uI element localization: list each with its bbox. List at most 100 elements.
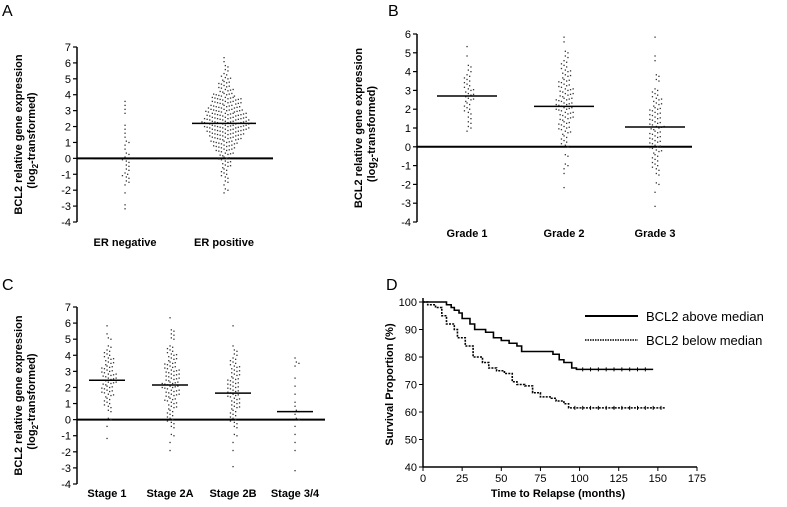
data-point [235, 135, 237, 137]
data-point [224, 68, 226, 71]
data-point [173, 427, 175, 429]
data-point [242, 117, 245, 119]
data-point [110, 410, 112, 413]
data-point [467, 88, 469, 90]
data-point [466, 130, 468, 132]
y-tick-label: -4 [61, 217, 71, 229]
data-point [560, 63, 563, 65]
data-point [111, 370, 113, 372]
data-point [466, 83, 468, 85]
data-point [240, 137, 242, 140]
data-point [220, 159, 223, 161]
panel-letter: D [386, 277, 398, 294]
data-point [659, 136, 661, 138]
y-tick-label: 5 [65, 74, 71, 86]
data-point [173, 406, 175, 409]
data-point [106, 385, 108, 387]
data-point [463, 86, 466, 88]
data-point [220, 107, 223, 109]
data-point [567, 165, 569, 167]
data-point [106, 401, 108, 403]
data-point [224, 176, 226, 178]
data-point [224, 88, 226, 91]
data-point [231, 144, 233, 146]
data-point [222, 155, 224, 157]
data-point [466, 107, 468, 109]
data-point [175, 354, 178, 356]
data-point [571, 107, 573, 109]
data-point [110, 358, 112, 360]
data-point [172, 382, 174, 385]
data-point [563, 139, 565, 142]
x-tick-label: 0 [420, 473, 426, 485]
data-point [223, 144, 225, 146]
data-point [227, 161, 229, 164]
data-point [166, 347, 169, 350]
data-point [232, 128, 234, 130]
data-point [216, 98, 219, 100]
data-point [236, 406, 238, 409]
y-tick-label: 5 [65, 334, 71, 346]
category-label: Grade 2 [544, 228, 585, 240]
data-point [107, 417, 109, 419]
data-point [232, 393, 234, 395]
data-point [294, 433, 296, 436]
data-point [240, 129, 242, 132]
data-point [232, 417, 234, 419]
data-point [566, 141, 568, 143]
data-point [209, 135, 211, 137]
data-point [170, 405, 172, 407]
data-point [294, 413, 296, 415]
data-point [124, 112, 126, 114]
data-point [469, 103, 471, 106]
data-point [169, 349, 171, 351]
data-point [470, 113, 472, 115]
data-point [121, 174, 124, 177]
data-point [467, 64, 469, 67]
data-point [236, 398, 238, 401]
data-point [654, 121, 656, 123]
data-point [229, 420, 232, 422]
data-point [110, 394, 112, 397]
data-point [655, 74, 657, 76]
data-point [238, 402, 241, 404]
survival-curve [423, 301, 666, 409]
data-point [224, 76, 226, 79]
data-point [472, 93, 475, 96]
data-point [207, 107, 210, 109]
data-point [568, 103, 570, 105]
data-point [238, 370, 241, 372]
data-point [236, 427, 238, 429]
data-point [227, 387, 229, 389]
data-point [169, 385, 171, 387]
x-tick-label: 175 [688, 473, 706, 485]
data-point [562, 77, 564, 79]
data-point [658, 127, 660, 129]
data-point [232, 132, 234, 134]
data-point [214, 137, 216, 139]
x-tick-label: 25 [456, 473, 468, 485]
data-point [227, 153, 229, 156]
data-point [218, 158, 220, 160]
data-point [470, 66, 472, 68]
y-tick-label: 1 [65, 137, 71, 149]
data-point [173, 390, 175, 393]
data-point [564, 163, 566, 165]
data-point [173, 338, 175, 340]
data-point [560, 100, 563, 103]
data-point [228, 141, 230, 143]
data-point [128, 153, 130, 156]
data-point [170, 329, 172, 331]
data-point [236, 423, 238, 425]
subscript: 2 [371, 157, 380, 162]
data-point [172, 346, 174, 348]
x-tick-label: 50 [495, 473, 507, 485]
y-tick-label: -2 [401, 179, 411, 191]
data-point [109, 354, 111, 356]
data-point [226, 141, 228, 144]
data-point [124, 184, 126, 186]
data-point [228, 157, 230, 159]
data-point [235, 382, 237, 385]
data-point [168, 408, 170, 410]
y-tick-label: 3 [65, 106, 71, 118]
